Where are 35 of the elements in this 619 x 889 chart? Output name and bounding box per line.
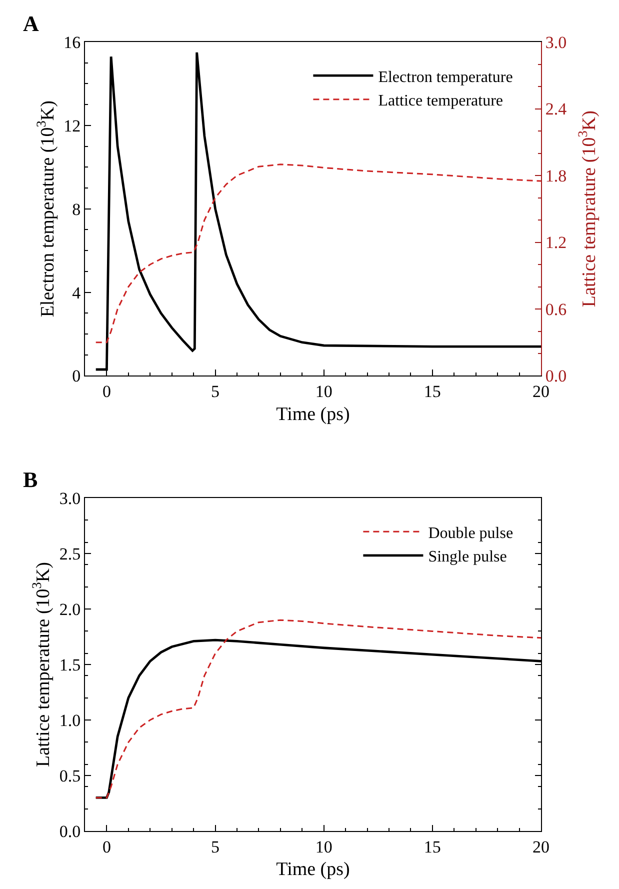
y-tick-label: 0 bbox=[72, 366, 81, 386]
legend-label: Single pulse bbox=[428, 548, 507, 566]
y-tick-label: 2.5 bbox=[59, 544, 81, 564]
y-tick-label: 1.0 bbox=[59, 710, 81, 730]
x-tick-label: 5 bbox=[211, 837, 220, 856]
chart-title: B bbox=[23, 467, 38, 492]
x-tick-label: 10 bbox=[315, 837, 332, 856]
line-series bbox=[95, 164, 541, 344]
x-axis-title: Time (ps) bbox=[276, 859, 350, 880]
y-tick-label: 16 bbox=[64, 32, 81, 52]
y-tick-label: 8 bbox=[72, 200, 81, 219]
y-tick-label: 2.0 bbox=[59, 600, 81, 619]
y2-tick-label: 1.2 bbox=[545, 233, 567, 252]
legend-label: Lattice temperature bbox=[378, 92, 504, 110]
x-tick-label: 10 bbox=[315, 382, 332, 402]
y2-tick-label: 3.0 bbox=[545, 32, 567, 52]
y2-tick-label: 0.6 bbox=[545, 300, 567, 319]
y2-tick-label: 1.8 bbox=[545, 166, 567, 186]
legend-label: Double pulse bbox=[428, 524, 514, 542]
x-axis-title: Time (ps) bbox=[276, 404, 350, 425]
x-tick-label: 15 bbox=[424, 837, 441, 856]
chart-title: A bbox=[23, 11, 39, 36]
x-tick-label: 5 bbox=[211, 382, 220, 402]
y-tick-label: 0.5 bbox=[59, 766, 81, 786]
x-tick-label: 0 bbox=[102, 382, 111, 402]
x-tick-label: 20 bbox=[532, 837, 550, 856]
y-tick-label: 3.0 bbox=[59, 488, 81, 508]
legend-label: Electron temperature bbox=[378, 68, 513, 86]
y-tick-label: 4 bbox=[72, 283, 82, 302]
x-tick-label: 0 bbox=[102, 837, 111, 856]
x-tick-label: 15 bbox=[424, 382, 441, 402]
y-tick-label: 0.0 bbox=[59, 822, 81, 841]
y-tick-label: 12 bbox=[64, 116, 81, 136]
y-tick-label: 1.5 bbox=[59, 655, 81, 674]
y2-tick-label: 2.4 bbox=[545, 100, 568, 119]
